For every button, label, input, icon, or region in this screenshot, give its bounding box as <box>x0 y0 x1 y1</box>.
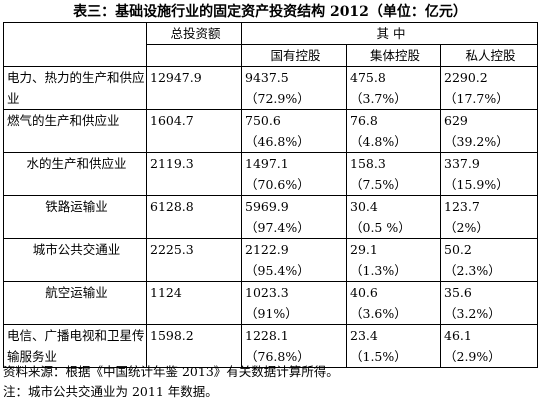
row-total: 1598.2 <box>146 324 242 368</box>
header-col-state: 国有控股 <box>241 44 347 67</box>
row-private: 2290.2 （17.7%） <box>439 66 539 110</box>
row-collective: 158.3 （7.5%） <box>346 152 441 196</box>
row-private: 46.1 （2.9%） <box>439 324 539 368</box>
row-private: 629 （39.2%） <box>439 109 539 153</box>
header-total-blank <box>146 44 242 67</box>
row-name: 水的生产和供应业 <box>3 152 147 196</box>
header-col-private: 私人控股 <box>439 44 539 67</box>
table-title: 表三：基础设施行业的固定资产投资结构 2012（单位：亿元） <box>73 4 467 20</box>
row-name: 燃气的生产和供应业 <box>3 109 147 153</box>
table-row: 电力、热力的生产和供应业 12947.9 9437.5 （72.9%） 475.8… <box>3 66 539 110</box>
table-row: 城市公共交通业 2225.3 2122.9 （95.4%） 29.1 （1.3%） … <box>3 238 539 282</box>
row-collective: 40.6 （3.6%） <box>346 281 441 325</box>
header-group: 其 中 <box>240 22 539 45</box>
row-total: 2225.3 <box>146 238 242 282</box>
table-notes: 资料来源：根据《中国统计年鉴 2013》有关数据计算所得。 注：城市公共交通业为… <box>3 362 537 402</box>
row-private: 35.6 （3.2%） <box>439 281 539 325</box>
row-name: 电力、热力的生产和供应业 <box>3 66 147 110</box>
row-name: 电信、广播电视和卫星传输服务业 <box>3 324 147 368</box>
row-state: 2122.9 （95.4%） <box>241 238 347 282</box>
row-state: 9437.5 （72.9%） <box>241 66 347 110</box>
row-state: 1497.1 （70.6%） <box>241 152 347 196</box>
row-state: 750.6 （46.8%） <box>241 109 347 153</box>
footnote: 注：城市公共交通业为 2011 年数据。 <box>3 384 218 399</box>
row-collective: 76.8 （4.8%） <box>346 109 441 153</box>
table-row: 电信、广播电视和卫星传输服务业 1598.2 1228.1 （76.8%） 23.… <box>3 324 539 368</box>
row-private: 337.9 （15.9%） <box>439 152 539 196</box>
source-note: 资料来源：根据《中国统计年鉴 2013》有关数据计算所得。 <box>3 364 339 379</box>
row-name: 航空运输业 <box>3 281 147 325</box>
header-col-collective: 集体控股 <box>346 44 441 67</box>
header-total: 总投资额 <box>146 22 242 45</box>
row-state: 5969.9 （97.4%） <box>241 195 347 239</box>
row-total: 2119.3 <box>146 152 242 196</box>
table-row: 航空运输业 1124 1023.3 （91%） 40.6 （3.6%） 35.6 （3… <box>3 281 539 325</box>
row-state: 1023.3 （91%） <box>241 281 347 325</box>
row-collective: 475.8 （3.7%） <box>346 66 441 110</box>
row-collective: 29.1 （1.3%） <box>346 238 441 282</box>
table-row: 水的生产和供应业 2119.3 1497.1 （70.6%） 158.3 （7.5%… <box>3 152 539 196</box>
row-name: 城市公共交通业 <box>3 238 147 282</box>
table-row: 铁路运输业 6128.8 5969.9 （97.4%） 30.4 （0.5 %） 1… <box>3 195 539 239</box>
row-total: 1604.7 <box>146 109 242 153</box>
row-total: 1124 <box>146 281 242 325</box>
row-name: 铁路运输业 <box>3 195 147 239</box>
row-private: 123.7 （2%） <box>439 195 539 239</box>
header-corner <box>3 22 147 67</box>
row-total: 6128.8 <box>146 195 242 239</box>
table-row: 燃气的生产和供应业 1604.7 750.6 （46.8%） 76.8 （4.8%）… <box>3 109 539 153</box>
row-private: 50.2 （2.3%） <box>439 238 539 282</box>
row-state: 1228.1 （76.8%） <box>241 324 347 368</box>
row-collective: 30.4 （0.5 %） <box>346 195 441 239</box>
row-total: 12947.9 <box>146 66 242 110</box>
investment-structure-table: 总投资额 其 中 国有控股 集体控股 私人控股 电力、热力的生产和供应业 129… <box>3 22 539 368</box>
